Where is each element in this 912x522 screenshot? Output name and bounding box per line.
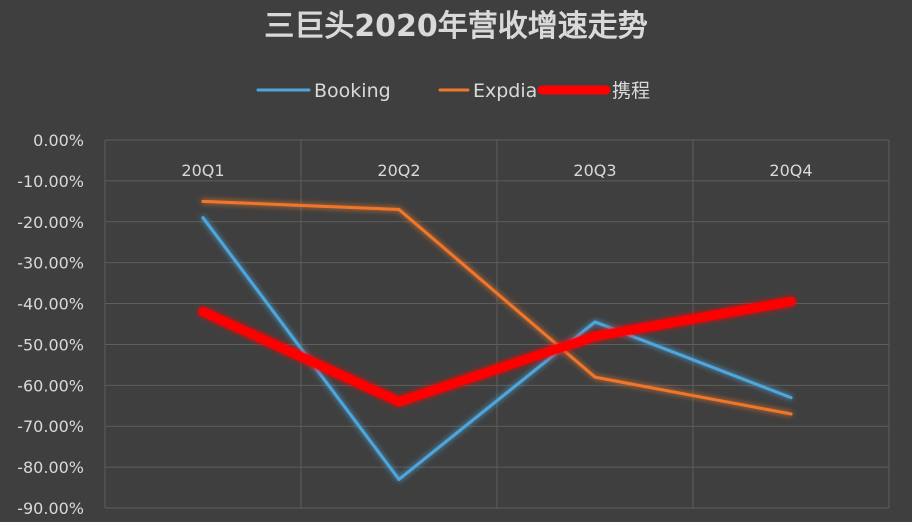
data-point bbox=[789, 412, 793, 416]
legend: Booking Expdia 携程 bbox=[256, 80, 650, 102]
y-tick-label: -90.00% bbox=[17, 499, 84, 518]
series-line-2 bbox=[201, 199, 793, 416]
legend-label: Booking bbox=[314, 80, 391, 102]
x-tick-label: 20Q4 bbox=[769, 161, 812, 180]
y-tick-label: -30.00% bbox=[17, 254, 84, 273]
gridlines bbox=[104, 139, 890, 509]
data-point bbox=[593, 375, 597, 379]
data-point bbox=[397, 208, 401, 212]
data-point bbox=[789, 396, 793, 400]
x-tick-label: 20Q1 bbox=[181, 161, 224, 180]
y-axis: 0.00% -10.00% -20.00% -30.00% -40.00% -50.00%… bbox=[17, 131, 84, 518]
y-tick-label: -80.00% bbox=[17, 458, 84, 477]
legend-label: 携程 bbox=[612, 80, 650, 102]
y-tick-label: -20.00% bbox=[17, 213, 84, 232]
y-tick-label: -50.00% bbox=[17, 335, 84, 354]
y-tick-label: -60.00% bbox=[17, 376, 84, 395]
data-point bbox=[397, 477, 401, 481]
data-point bbox=[201, 199, 205, 203]
y-tick-label: -70.00% bbox=[17, 417, 84, 436]
series-line-3 bbox=[198, 297, 796, 407]
y-tick-label: 0.00% bbox=[33, 131, 84, 150]
series-line-1 bbox=[201, 216, 793, 481]
data-point bbox=[394, 397, 404, 407]
legend-label: Expdia bbox=[473, 80, 537, 102]
data-point bbox=[786, 297, 796, 307]
data-point bbox=[593, 320, 597, 324]
chart-title: 三巨头2020年营收增速走势 bbox=[264, 9, 648, 44]
data-point bbox=[590, 331, 600, 341]
series-lines bbox=[198, 199, 796, 481]
y-tick-label: -40.00% bbox=[17, 295, 84, 314]
x-tick-label: 20Q3 bbox=[573, 161, 616, 180]
y-tick-label: -10.00% bbox=[17, 172, 84, 191]
data-point bbox=[198, 307, 208, 317]
x-axis: 20Q1 20Q2 20Q3 20Q4 bbox=[181, 161, 812, 180]
data-point bbox=[201, 216, 205, 220]
x-tick-label: 20Q2 bbox=[377, 161, 420, 180]
